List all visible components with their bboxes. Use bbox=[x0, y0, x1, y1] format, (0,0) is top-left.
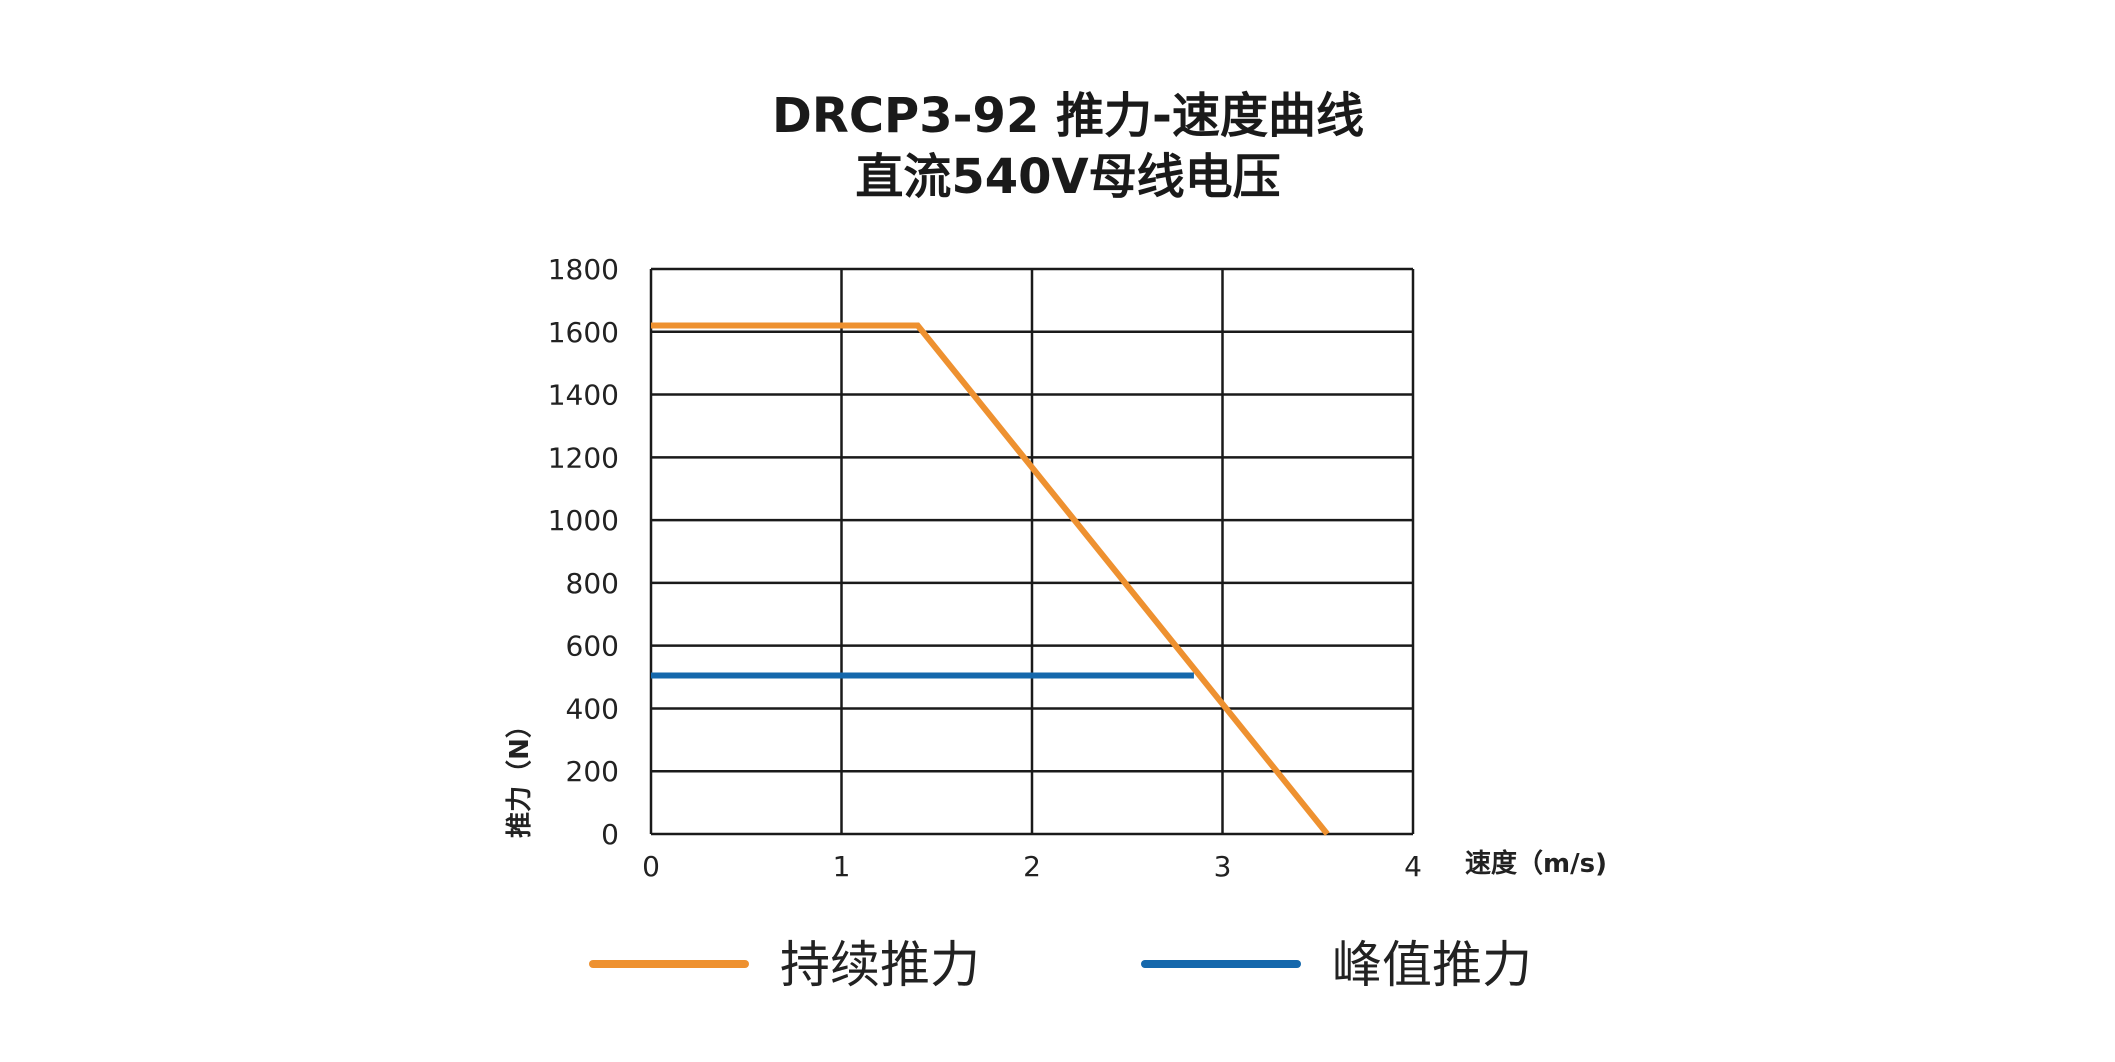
y-tick-label: 1400 bbox=[548, 379, 619, 412]
x-tick-label: 2 bbox=[1023, 850, 1041, 883]
y-tick-label: 200 bbox=[566, 755, 619, 788]
chart-title: DRCP3-92 推力-速度曲线 bbox=[772, 88, 1364, 144]
legend-label-2: 峰值推力 bbox=[1332, 936, 1532, 994]
x-tick-label: 1 bbox=[833, 850, 851, 883]
plot-grid bbox=[649, 267, 1415, 836]
x-tick-label: 0 bbox=[642, 850, 660, 883]
y-tick-label: 800 bbox=[566, 567, 619, 600]
y-tick-label: 1600 bbox=[548, 316, 619, 349]
x-axis-label: 速度（m/s) bbox=[1465, 848, 1607, 879]
chart-subtitle: 直流540V母线电压 bbox=[855, 149, 1280, 205]
y-axis-ticks: 0 200 400 600 800 1000 1200 1400 1600 1800 bbox=[548, 253, 619, 851]
series-line-1 bbox=[651, 322, 1330, 836]
y-tick-label: 0 bbox=[601, 818, 619, 851]
y-tick-label: 1000 bbox=[548, 504, 619, 537]
y-tick-label: 400 bbox=[566, 692, 619, 725]
y-tick-label: 600 bbox=[566, 630, 619, 663]
x-axis-ticks: 0 1 2 3 4 bbox=[642, 850, 1422, 883]
series-lines bbox=[651, 322, 1330, 836]
legend-label-1: 持续推力 bbox=[780, 936, 980, 994]
legend: 持续推力 峰值推力 bbox=[589, 936, 1532, 994]
x-tick-label: 4 bbox=[1404, 850, 1422, 883]
y-tick-label: 1800 bbox=[548, 253, 619, 286]
y-axis-label: 推力（N） bbox=[505, 712, 535, 838]
x-tick-label: 3 bbox=[1214, 850, 1232, 883]
y-tick-label: 1200 bbox=[548, 441, 619, 474]
